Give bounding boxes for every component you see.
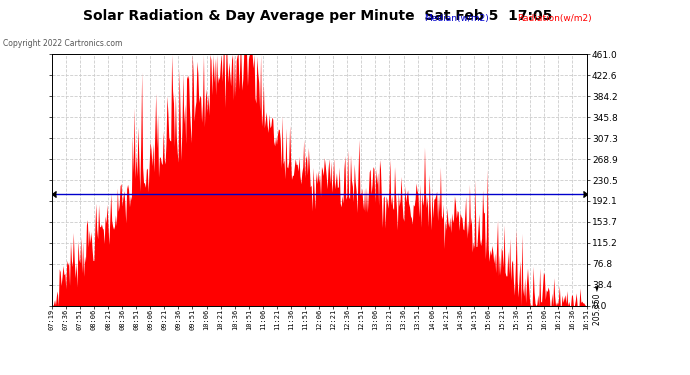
Text: 205.350 ◄: 205.350 ◄ bbox=[593, 285, 602, 325]
Text: Solar Radiation & Day Average per Minute  Sat Feb 5  17:05: Solar Radiation & Day Average per Minute… bbox=[83, 9, 552, 23]
Text: Copyright 2022 Cartronics.com: Copyright 2022 Cartronics.com bbox=[3, 39, 123, 48]
Text: Radiation(w/m2): Radiation(w/m2) bbox=[518, 14, 592, 23]
Text: Median(w/m2): Median(w/m2) bbox=[424, 14, 489, 23]
